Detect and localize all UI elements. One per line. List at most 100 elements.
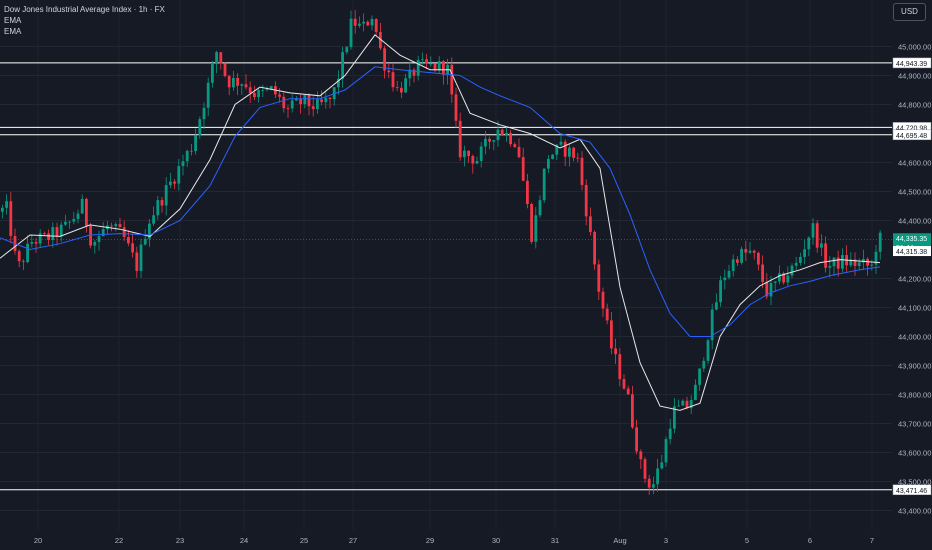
candle-body: [555, 144, 559, 155]
candle-body: [765, 281, 769, 297]
candle-body: [358, 23, 361, 26]
y-tick-label: 43,600.00: [898, 449, 931, 458]
y-tick-label: 45,000.00: [898, 43, 931, 52]
candle-body: [853, 259, 857, 267]
candle-body: [484, 138, 487, 147]
candle-body: [257, 90, 260, 98]
candle-body: [857, 262, 861, 267]
candle-body: [139, 244, 143, 271]
candle-body: [824, 243, 827, 268]
ema-slow-label[interactable]: EMA: [4, 27, 22, 36]
candle-body: [547, 158, 550, 169]
candle-body: [828, 266, 832, 268]
candle-body: [618, 354, 622, 380]
ema-fast-line: [0, 34, 881, 411]
candle-body: [26, 243, 29, 263]
candle-body: [601, 291, 605, 309]
candle-body: [433, 63, 437, 71]
candle-body: [744, 248, 748, 253]
candle-body: [866, 258, 869, 266]
candle-body: [706, 340, 710, 361]
price-axis: 45,000.00 44,900.00 44,800.00 44,600.00 44,5…: [892, 0, 932, 550]
candle-body: [51, 227, 55, 240]
y-tick-label: 43,900.00: [898, 362, 931, 371]
candle-body: [194, 135, 197, 152]
x-tick-label: 31: [551, 536, 559, 545]
candle-body: [408, 69, 412, 79]
candle-body: [832, 257, 836, 267]
candle-body: [862, 258, 865, 263]
candle-body: [685, 400, 689, 409]
candle-body: [736, 259, 739, 263]
candle-body: [261, 90, 265, 91]
candle-body: [761, 264, 764, 282]
x-tick-label: 24: [240, 536, 248, 545]
x-tick-label: Aug: [613, 536, 626, 545]
candle-body: [72, 218, 76, 222]
candle-body: [337, 78, 340, 88]
candle-body: [93, 241, 97, 246]
candle-body: [269, 86, 273, 90]
level-label: 44,695.48: [896, 133, 927, 140]
time-axis: 20 22 23 24 25 27 29 30 31 Aug 3 5 6 7: [0, 530, 932, 550]
y-tick-label: 44,200.00: [898, 275, 931, 284]
candle-body: [635, 427, 638, 452]
candle-body: [580, 157, 584, 185]
candle-body: [316, 99, 319, 110]
candle-body: [698, 368, 701, 385]
candle-body: [379, 32, 382, 49]
x-tick-label: 25: [300, 536, 308, 545]
candle-body: [689, 400, 693, 409]
candle-body: [421, 59, 424, 61]
candle-body: [227, 76, 231, 88]
candle-body: [101, 229, 105, 237]
candle-body: [185, 150, 189, 162]
candle-body: [1, 207, 4, 212]
candle-body: [610, 320, 613, 349]
candle-body: [488, 138, 491, 142]
candle-body: [572, 147, 575, 158]
x-tick-label: 20: [34, 536, 42, 545]
level-label: 44,720.98: [896, 125, 927, 132]
candle-body: [114, 224, 118, 227]
candle-body: [807, 237, 811, 250]
candle-body: [131, 243, 134, 253]
candle-body: [17, 251, 21, 262]
candle-body: [223, 63, 227, 77]
candle-body: [538, 200, 542, 216]
candle-body: [416, 59, 420, 76]
candle-body: [530, 204, 533, 242]
x-tick-label: 5: [745, 536, 749, 545]
reference-price-tag: [893, 246, 931, 257]
candle-body: [731, 259, 735, 271]
candle-body: [30, 242, 34, 244]
candle-body: [496, 129, 500, 141]
candle-body: [748, 250, 752, 253]
candle-body: [59, 224, 63, 237]
current-price-label: 44,335.35: [896, 236, 927, 243]
candle-body: [517, 146, 521, 158]
candle-body: [534, 215, 538, 242]
candle-body: [244, 84, 248, 88]
candle-body: [849, 259, 853, 266]
ema-fast-label[interactable]: EMA: [4, 16, 22, 25]
candle-body: [328, 97, 332, 100]
candle-body: [526, 180, 529, 205]
candle-body: [85, 198, 88, 226]
currency-button[interactable]: USD: [893, 3, 926, 21]
candle-body: [467, 150, 470, 157]
candle-body: [38, 233, 42, 244]
chart-legend: Dow Jones Industrial Average Index · 1h …: [4, 4, 165, 37]
candle-body: [694, 384, 697, 401]
candle-body: [874, 251, 878, 265]
x-tick-label: 3: [664, 536, 668, 545]
candle-body: [374, 18, 378, 33]
candle-body: [614, 348, 617, 355]
candle-body: [778, 273, 781, 282]
candle-body: [820, 243, 823, 248]
candle-body: [395, 87, 399, 89]
y-tick-label: 43,400.00: [898, 507, 931, 516]
candle-body: [475, 161, 479, 164]
candle-body: [143, 238, 147, 245]
